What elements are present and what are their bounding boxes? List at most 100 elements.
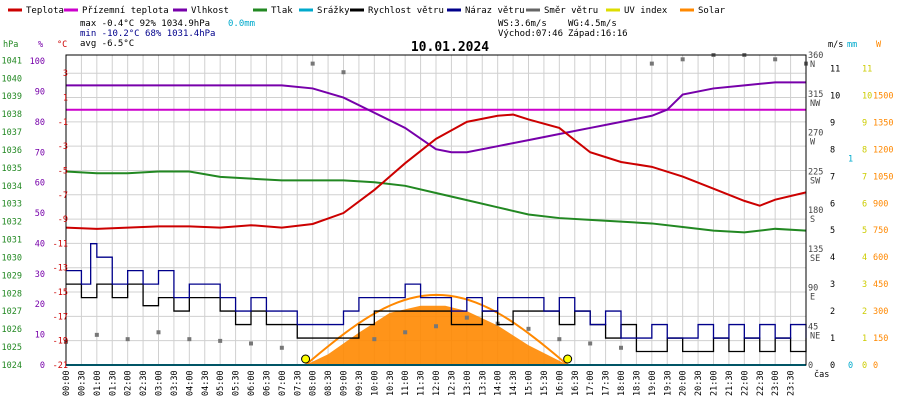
series-line-vlhkost [66, 81, 806, 154]
tick-time: 06:30 [262, 370, 272, 396]
tick-time: 21:30 [725, 370, 735, 396]
solar-area-fill [305, 305, 568, 365]
wind-direction-point [279, 345, 284, 350]
series-line-náraz-větru [66, 243, 807, 339]
tick-temp: -17 [53, 312, 68, 322]
unit-mm: mm [847, 40, 857, 50]
tick-w: 1050 [873, 172, 893, 182]
tick-temp: -9 [58, 215, 68, 225]
tick-time: 11:00 [401, 370, 411, 396]
tick-hpa: 1026 [2, 325, 22, 335]
sun-markers [301, 354, 573, 364]
tick-time: 13:30 [478, 370, 488, 396]
series-line-tlak [65, 170, 807, 234]
tick-dir-deg: 135 [808, 245, 823, 255]
tick-temp: 1 [63, 94, 68, 104]
tick-dir-name: NE [810, 331, 820, 341]
tick-hpa: 1025 [2, 343, 22, 353]
tick-time: 20:30 [694, 370, 704, 396]
tick-w: 900 [873, 199, 888, 209]
sun-marker [563, 354, 573, 364]
wind-direction-point [249, 341, 253, 346]
tick-time: 14:00 [494, 370, 504, 396]
plot-border [65, 54, 807, 366]
tick-w: 0 [873, 361, 878, 371]
tick-w: 150 [873, 334, 888, 344]
wind-direction-point [372, 337, 377, 342]
solar-theoretical-line [304, 293, 569, 366]
tick-time: 23:00 [771, 370, 781, 396]
tick-dir-name: SE [810, 254, 820, 264]
tick-pct: 60 [35, 179, 45, 189]
legend-label: Rychlost větru [368, 6, 444, 16]
tick-uv: 4 [862, 253, 867, 263]
tick-pct: 50 [35, 209, 45, 219]
tick-hpa: 1038 [2, 110, 22, 120]
tick-pct: 20 [35, 300, 45, 310]
tick-time: 13:00 [463, 370, 473, 396]
tick-hpa: 1039 [2, 92, 22, 102]
tick-uv: 0 [862, 361, 867, 371]
unit-pct: % [38, 40, 43, 50]
tick-ms: 6 [830, 199, 835, 209]
tick-time: 16:00 [555, 370, 565, 396]
tick-dir-name: NW [810, 99, 821, 109]
wind-direction-point [464, 315, 469, 320]
tick-time: 00:00 [62, 370, 72, 396]
legend-label: Teplota [26, 6, 64, 16]
tick-ms: 9 [830, 118, 835, 128]
plot-frame [65, 54, 807, 366]
wind-direction-point [557, 337, 562, 342]
tick-time: 15:30 [540, 370, 550, 396]
series-line-rychlost-větru [66, 283, 807, 353]
tick-time: 02:00 [124, 370, 134, 396]
tick-hpa: 1041 [2, 56, 22, 66]
stats-sunrise: Východ:07:46 [498, 29, 563, 39]
legend-label: Vlhkost [191, 6, 229, 16]
stats-wg: WG:4.5m/s [568, 19, 617, 29]
tick-hpa: 1037 [2, 128, 22, 138]
tick-dir-deg: 270 [808, 129, 823, 139]
wind-direction-point [588, 341, 593, 346]
tick-time: 03:30 [170, 370, 180, 396]
legend-label: Směr větru [544, 6, 598, 16]
stats-sunset: Západ:16:16 [568, 29, 628, 39]
tick-uv: 2 [862, 307, 867, 317]
tick-dir-deg: 180 [808, 206, 823, 216]
tick-temp: -21 [53, 361, 68, 371]
tick-dir-deg: 360 [808, 51, 823, 61]
tick-hpa: 1028 [2, 289, 22, 299]
tick-pct: 70 [35, 148, 45, 158]
tick-temp: -13 [53, 264, 68, 274]
solar-area [304, 293, 569, 366]
tick-uv: 5 [862, 226, 867, 236]
tick-pct: 100 [30, 57, 45, 67]
tick-time: 20:00 [679, 370, 689, 396]
tick-temp: -1 [58, 118, 68, 128]
tick-dir-name: S [810, 215, 815, 225]
tick-time: 01:30 [108, 370, 118, 396]
tick-temp: -19 [53, 337, 68, 347]
tick-time: 12:30 [447, 370, 457, 396]
tick-time: 23:30 [787, 370, 797, 396]
tick-ms: 2 [830, 307, 835, 317]
tick-temp: -3 [58, 142, 68, 152]
wind-direction-point [310, 61, 315, 66]
wind-direction-point [218, 338, 223, 343]
tick-time: 18:00 [617, 370, 627, 396]
axis-units: hPa % °C m/s mm W čas [3, 40, 882, 380]
tick-ms: 3 [830, 280, 835, 290]
legend-label: Solar [698, 6, 726, 16]
legend: Teplota Přízemní teplota Vlhkost Tlak Srážky… [8, 6, 726, 16]
legend-label: UV index [624, 6, 668, 16]
tick-temp: 3 [63, 69, 68, 79]
tick-ms: 11 [830, 64, 840, 74]
wind-direction-point [526, 326, 531, 331]
wind-direction-point [619, 345, 623, 350]
unit-degc: °C [57, 40, 67, 50]
tick-time: 00:30 [77, 370, 87, 396]
tick-ms: 7 [830, 172, 835, 182]
stats-panel: max -0.4°C 92% 1034.9hPa 0.0mm min -10.2… [80, 19, 628, 49]
tick-ms: 10 [830, 91, 840, 101]
